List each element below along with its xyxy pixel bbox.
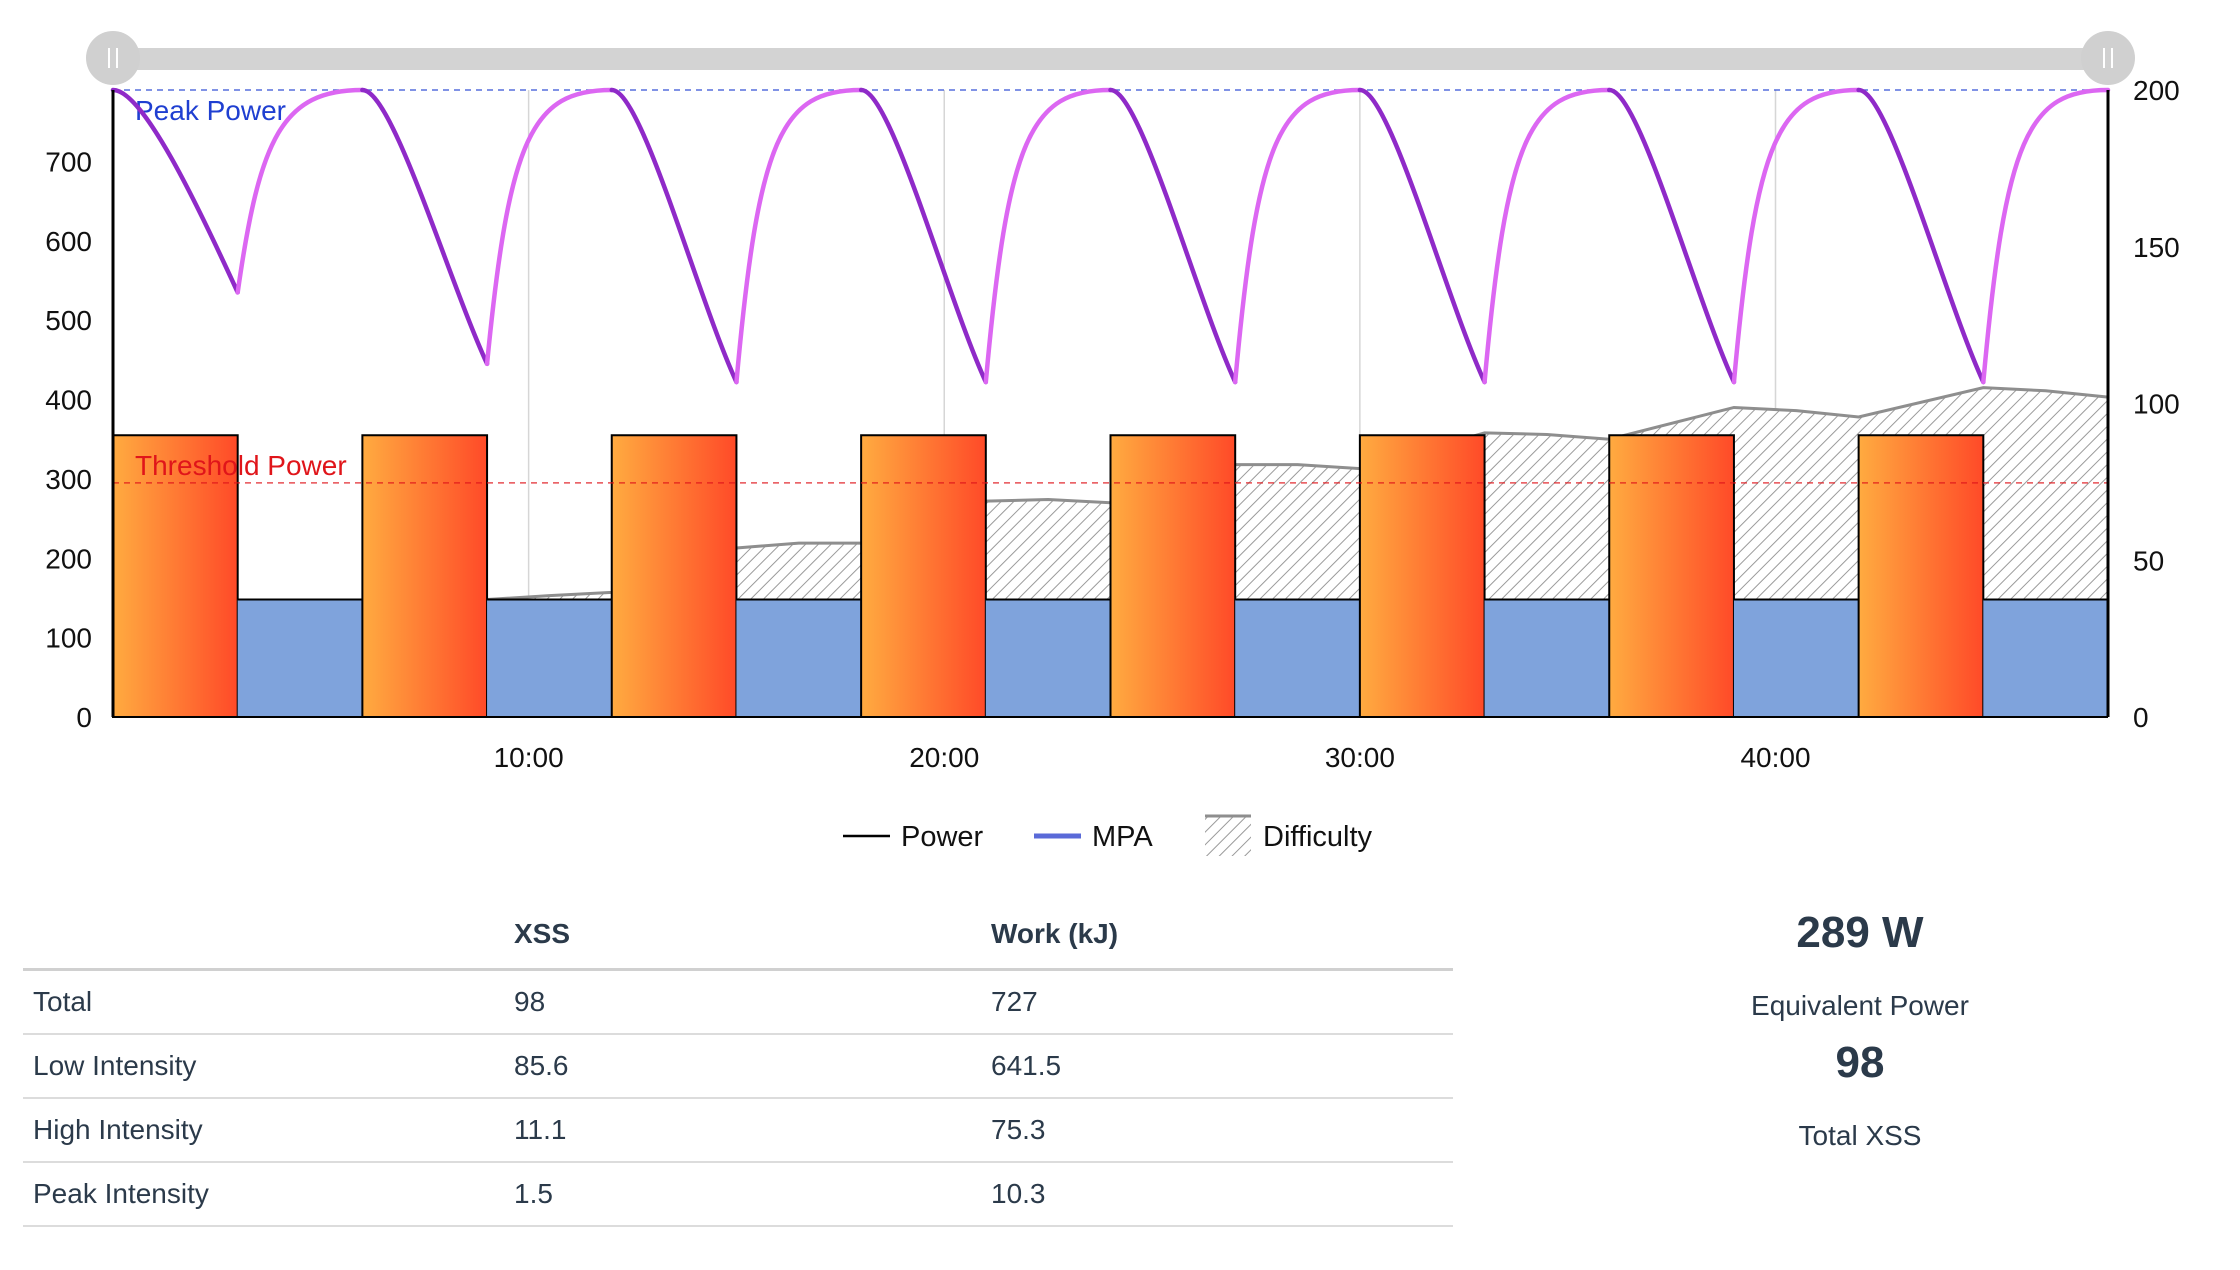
power-bar-low	[1733, 599, 1859, 717]
equivalent-power-value: 289 W	[1796, 908, 1924, 957]
mpa-line	[1856, 87, 1986, 385]
mpa-line	[1108, 87, 1238, 385]
mpa-line	[110, 87, 240, 295]
peak-power-label: Peak Power	[135, 95, 286, 126]
power-bar-low	[1484, 599, 1610, 717]
row-xss: 98	[514, 969, 991, 1035]
y-tick-label-left: 400	[45, 385, 92, 416]
total-xss-label: Total XSS	[1798, 1120, 1922, 1151]
row-work: 641.5	[991, 1034, 1453, 1099]
header-work: Work (kJ)	[991, 900, 1453, 971]
power-bar-high	[1857, 434, 1985, 718]
power-bar-high	[860, 434, 987, 718]
mpa-line	[1731, 87, 1861, 385]
header-blank	[23, 900, 514, 971]
power-bar-low	[1235, 599, 1360, 717]
mpa-line	[1981, 87, 2111, 385]
mpa-line	[1357, 87, 1487, 385]
power-bar-high	[610, 434, 738, 718]
slider-track	[113, 48, 2108, 70]
y-tick-label-left: 300	[45, 464, 92, 495]
workout-chart: Peak Power Threshold Power 0 100 200 300 400 5…	[45, 31, 2180, 856]
legend-label: MPA	[1092, 821, 1153, 853]
row-label: Low Intensity	[23, 1034, 514, 1099]
power-bar-high	[1109, 434, 1237, 718]
row-work: 75.3	[991, 1098, 1453, 1163]
stats-panel: 289 W Equivalent Power 98 Total XSS	[1660, 900, 2060, 1152]
y-tick-label-right: 200	[2133, 75, 2180, 106]
mpa-line	[1482, 87, 1612, 385]
y-tick-label-left: 700	[45, 146, 92, 177]
legend-label: Power	[901, 821, 984, 853]
y-tick-label-left: 200	[45, 543, 92, 574]
x-tick-label: 20:00	[909, 742, 979, 773]
x-tick-label: 30:00	[1325, 742, 1395, 773]
mpa-line	[235, 87, 365, 295]
mpa-line	[609, 87, 739, 385]
power-bar-high	[1608, 434, 1735, 718]
chart-canvas: Peak Power Threshold Power 0 100 200 300 400 5…	[45, 31, 2180, 856]
mpa-line	[1607, 87, 1737, 385]
y-tick-label-right: 50	[2133, 545, 2164, 576]
legend-item[interactable]: MPA	[1034, 821, 1153, 853]
legend-item[interactable]: Power	[843, 821, 984, 853]
difficulty-line	[486, 386, 2109, 602]
power-bar-high	[361, 434, 489, 718]
equivalent-power-label: Equivalent Power	[1751, 990, 1969, 1021]
legend-item[interactable]: Difficulty	[1205, 814, 1373, 856]
y-tick-label-right: 0	[2133, 702, 2149, 733]
row-work: 727	[991, 969, 1453, 1035]
power-bar-low	[1983, 599, 2108, 717]
header-xss: XSS	[514, 900, 991, 971]
legend-label: Difficulty	[1263, 821, 1373, 853]
table-row: Low Intensity 85.6 641.5	[23, 1034, 1453, 1099]
table-row: Peak Intensity 1.5 10.3	[23, 1162, 1453, 1227]
y-tick-label-left: 100	[45, 623, 92, 654]
threshold-power-label: Threshold Power	[135, 450, 347, 481]
total-xss-value: 98	[1835, 1038, 1885, 1087]
power-bar-low	[985, 599, 1111, 717]
row-xss: 85.6	[514, 1034, 991, 1099]
table-row: Total 98 727	[23, 969, 1453, 1035]
row-work: 10.3	[991, 1162, 1453, 1227]
row-xss: 1.5	[514, 1162, 991, 1227]
slider-handle-right[interactable]	[2081, 31, 2135, 85]
power-bar-low	[487, 599, 612, 717]
row-label: Total	[23, 969, 514, 1035]
y-tick-label-right: 100	[2133, 389, 2180, 420]
x-tick-label: 10:00	[494, 742, 564, 773]
y-tick-label-left: 600	[45, 226, 92, 257]
summary-table: XSS Work (kJ) Total 98 727 Low Intensity…	[23, 900, 1453, 1227]
x-tick-label: 40:00	[1740, 742, 1810, 773]
mpa-line	[360, 87, 490, 367]
mpa-line	[734, 87, 864, 385]
power-bar-low	[736, 599, 862, 717]
power-bar-low	[237, 599, 363, 717]
slider-handle-left[interactable]	[86, 31, 140, 85]
row-label: Peak Intensity	[23, 1162, 514, 1227]
row-label: High Intensity	[23, 1098, 514, 1163]
row-xss: 11.1	[514, 1098, 991, 1163]
mpa-line	[983, 87, 1113, 385]
y-tick-label-left: 0	[76, 702, 92, 733]
table-header-row: XSS Work (kJ)	[23, 900, 1453, 971]
legend-swatch	[1205, 816, 1251, 856]
power-bar-high	[1358, 434, 1486, 718]
mpa-line	[858, 87, 989, 385]
y-tick-label-right: 150	[2133, 232, 2180, 263]
table-row: High Intensity 11.1 75.3	[23, 1098, 1453, 1163]
mpa-line	[484, 87, 614, 367]
mpa-line	[1232, 87, 1363, 385]
y-tick-label-left: 500	[45, 305, 92, 336]
